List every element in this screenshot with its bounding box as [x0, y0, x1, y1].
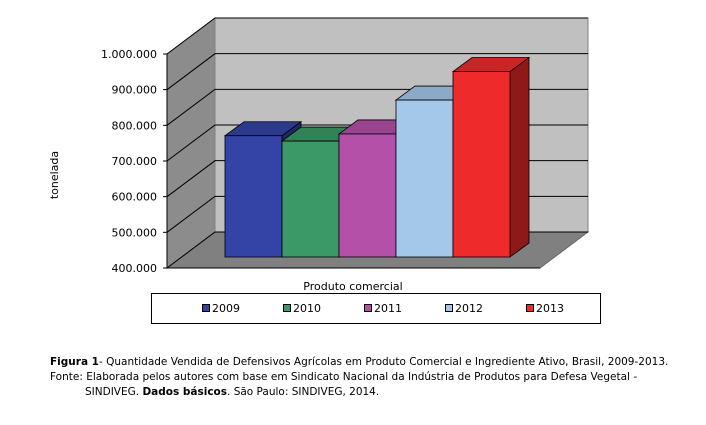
legend-swatch — [445, 304, 453, 312]
bars — [223, 56, 531, 258]
gridline — [166, 17, 588, 55]
source-text-2a: SINDIVEG. — [85, 386, 140, 398]
bar-front — [224, 135, 283, 258]
gridline — [166, 53, 588, 91]
figure-caption: Figura 1- Quantidade Vendida de Defensiv… — [50, 355, 690, 400]
y-tick-label: 600.000 — [112, 191, 158, 204]
legend-item-2009: 2009 — [202, 303, 240, 315]
y-tick-labels: 400.000 500.000 600.000 700.000 800.000 900.0… — [101, 48, 157, 275]
legend-label: 2011 — [374, 302, 402, 315]
bar-2013 — [451, 56, 531, 258]
legend-item-2011: 2011 — [364, 303, 402, 315]
source-text-1: Elaborada pelos autores com base em Sind… — [86, 371, 638, 383]
source-line-1: Fonte: Elaborada pelos autores com base … — [50, 370, 690, 385]
y-tick-label: 700.000 — [112, 155, 158, 168]
y-tick-label: 900.000 — [112, 84, 158, 97]
y-tick-label: 400.000 — [112, 262, 158, 275]
y-tick-label: 500.000 — [112, 226, 158, 239]
figure-text: - Quantidade Vendida de Defensivos Agríc… — [99, 356, 669, 368]
legend-label: 2012 — [455, 302, 483, 315]
legend-item-2010: 2010 — [283, 303, 321, 315]
source-text-2b: . São Paulo: SINDIVEG, 2014. — [227, 386, 380, 398]
legend-item-2013: 2013 — [526, 303, 564, 315]
x-axis-label: Produto comercial — [303, 280, 402, 293]
figure-label: Figura 1 — [50, 356, 99, 368]
bar-front — [395, 99, 454, 258]
legend-label: 2009 — [212, 302, 240, 315]
legend-swatch — [526, 304, 534, 312]
legend-item-2012: 2012 — [445, 303, 483, 315]
legend-swatch — [364, 304, 372, 312]
legend: 2009 2010 2011 2012 2013 — [151, 293, 601, 324]
source-label: Fonte: — [50, 371, 83, 383]
source-line-2: SINDIVEG. Dados básicos. São Paulo: SIND… — [50, 385, 690, 400]
legend-label: 2010 — [293, 302, 321, 315]
y-axis-label: tonelada — [48, 151, 61, 199]
legend-label: 2013 — [536, 302, 564, 315]
bar-front — [338, 133, 397, 258]
legend-swatch — [202, 304, 210, 312]
bar-front — [452, 71, 511, 258]
bar-chart: 400.000 500.000 600.000 700.000 800.000 900.0… — [48, 17, 590, 293]
y-tick-label: 800.000 — [112, 119, 158, 132]
bar-front — [281, 140, 340, 258]
bar-side — [509, 56, 530, 258]
legend-swatch — [283, 304, 291, 312]
figure-title: Figura 1- Quantidade Vendida de Defensiv… — [50, 355, 690, 370]
source-bold: Dados básicos — [142, 386, 228, 398]
y-tick-label: 1.000.000 — [101, 48, 157, 61]
